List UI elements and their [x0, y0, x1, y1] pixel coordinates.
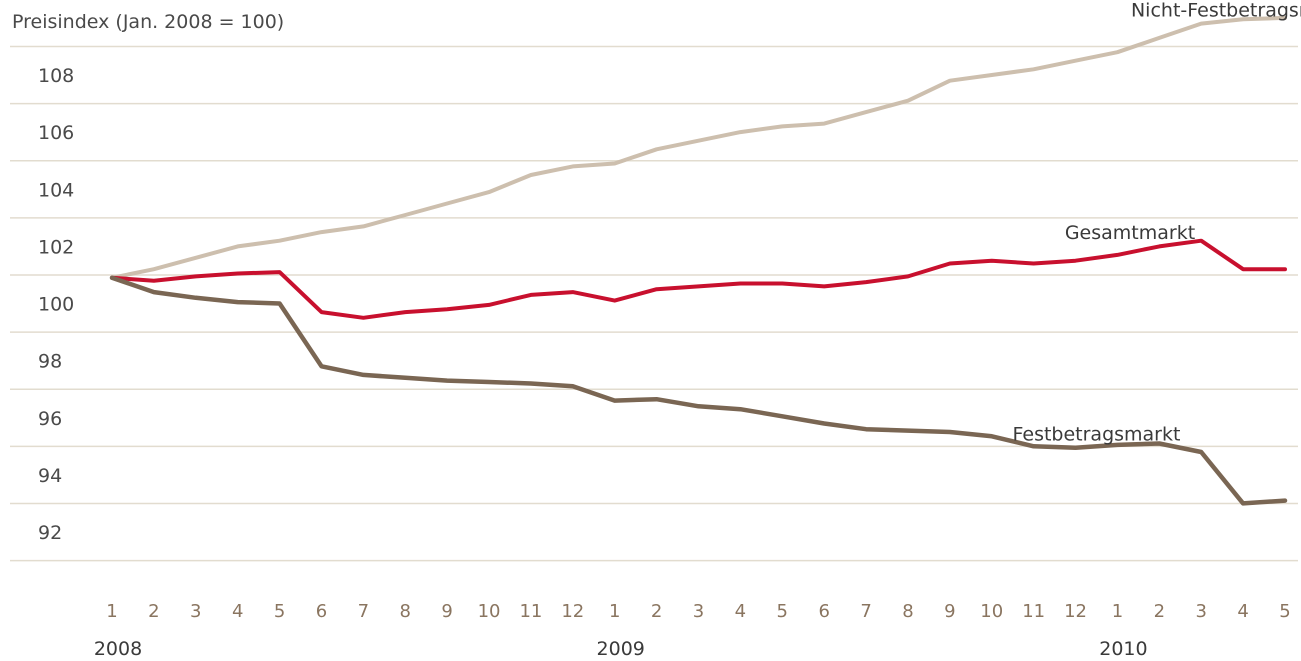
series-label: Gesamtmarkt: [1065, 222, 1195, 244]
x-tick-label: 12: [561, 601, 584, 622]
series-line: [110, 15, 1287, 280]
x-tick-label: 1: [1112, 601, 1123, 622]
y-tick-label: 98: [38, 351, 62, 373]
x-tick-label: 4: [1237, 601, 1248, 622]
x-tick-label: 4: [735, 601, 746, 622]
x-tick-label: 3: [1195, 601, 1206, 622]
x-tick-label: 8: [902, 601, 913, 622]
series-label: Nicht-Festbetragsmarkt: [1131, 0, 1301, 21]
x-tick-label: 12: [1064, 601, 1087, 622]
x-tick-label: 10: [478, 601, 501, 622]
x-tick-label: 1: [609, 601, 620, 622]
y-axis-title: Preisindex (Jan. 2008 = 100): [12, 11, 284, 33]
y-tick-label: 96: [38, 408, 62, 430]
y-tick-label: 102: [38, 236, 74, 258]
x-tick-label: 6: [316, 601, 327, 622]
x-axis-ticks: 1 2 3 4 5 6 7 8 9 10 11 12 1 2 3 4 5 6 7 8 9 10 11 12 1 2 3 4 5: [106, 601, 1290, 622]
x-tick-label: 1: [106, 601, 117, 622]
x-tick-label: 2: [1154, 601, 1165, 622]
y-tick-label: 94: [38, 465, 62, 487]
x-tick-label: 9: [944, 601, 955, 622]
y-axis-ticks: 92 94 96 98 100 102 104 106 108: [38, 65, 74, 544]
series-lines: [109, 15, 1288, 506]
x-tick-label: 7: [358, 601, 369, 622]
x-tick-label: 7: [860, 601, 871, 622]
gridlines: [10, 45, 1298, 562]
series-labels: Nicht-Festbetragsmarkt Gesamtmarkt Festbet…: [1012, 0, 1301, 446]
series-line: [110, 238, 1287, 320]
series-label: Festbetragsmarkt: [1012, 424, 1180, 446]
y-tick-label: 104: [38, 179, 74, 201]
x-tick-label: 11: [1022, 601, 1045, 622]
year-labels: 2008 2009 2010: [94, 638, 1148, 660]
x-tick-label: 3: [190, 601, 201, 622]
y-tick-label: 106: [38, 122, 74, 144]
y-tick-label: 108: [38, 65, 74, 87]
year-label: 2008: [94, 638, 142, 660]
x-tick-label: 10: [980, 601, 1003, 622]
x-tick-label: 2: [148, 601, 159, 622]
series-line: [109, 275, 1288, 506]
year-label: 2009: [597, 638, 645, 660]
x-tick-label: 4: [232, 601, 243, 622]
x-tick-label: 3: [693, 601, 704, 622]
x-tick-label: 11: [519, 601, 542, 622]
x-tick-label: 5: [1279, 601, 1290, 622]
x-tick-label: 6: [818, 601, 829, 622]
y-tick-label: 92: [38, 522, 62, 544]
x-tick-label: 5: [274, 601, 285, 622]
year-label: 2010: [1099, 638, 1147, 660]
x-tick-label: 9: [441, 601, 452, 622]
x-tick-label: 5: [777, 601, 788, 622]
x-tick-label: 8: [400, 601, 411, 622]
x-tick-label: 2: [651, 601, 662, 622]
y-tick-label: 100: [38, 294, 74, 316]
